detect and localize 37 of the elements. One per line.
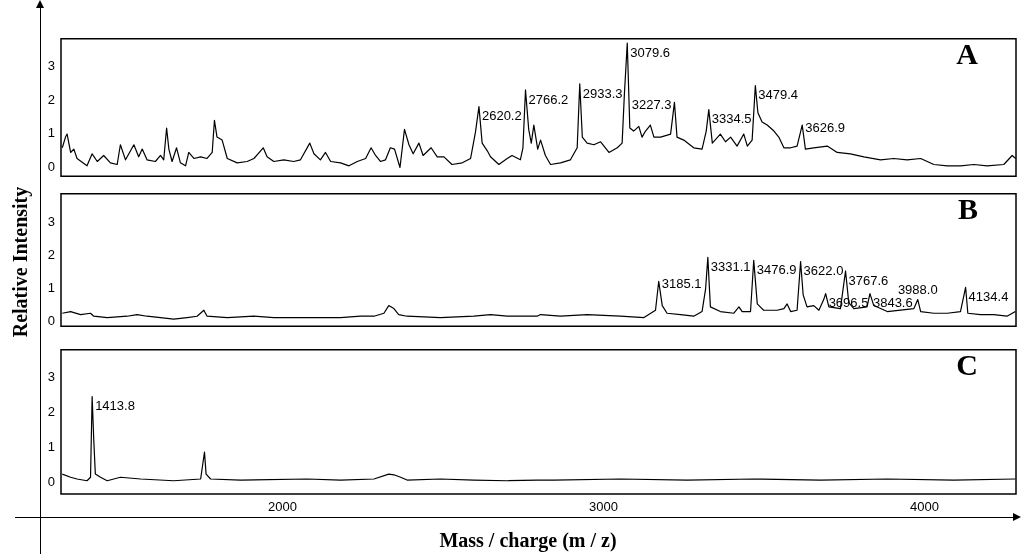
annotation: 3988.0 — [897, 282, 938, 298]
annotation: 1413.8 — [95, 398, 135, 414]
x-tick-label: 3000 — [589, 499, 618, 515]
chart-title: C — [956, 347, 978, 381]
annotation: 2620.2 — [481, 108, 522, 124]
y-tick-label: 2 — [47, 404, 55, 420]
annotation: 3479.4 — [758, 87, 799, 103]
y-tick-label: 3 — [47, 58, 55, 74]
y-tick-label: 1 — [47, 439, 55, 455]
x-tick-label: 2000 — [268, 499, 297, 515]
y-tick-label: 0 — [47, 313, 55, 329]
annotation: 3843.6 — [872, 295, 913, 311]
y-tick-label: 0 — [47, 158, 55, 174]
annotation: 3622.0 — [803, 263, 844, 279]
y-tick-label: 2 — [47, 246, 55, 262]
y-tick-label: 3 — [47, 213, 55, 229]
y-tick-label: 0 — [47, 474, 55, 490]
y-axis-title: Relative Intensity — [8, 186, 32, 338]
x-tick-label: 4000 — [910, 499, 939, 515]
annotation: 4134.4 — [968, 288, 1009, 304]
annotation: 2933.3 — [582, 85, 623, 101]
y-tick-label: 3 — [47, 369, 55, 385]
annotation: 3185.1 — [661, 275, 702, 291]
chart-title: A — [956, 36, 979, 70]
annotation: 2766.2 — [528, 91, 569, 107]
annotation: 3331.1 — [710, 258, 751, 274]
x-axis-title: Mass / charge (m / z) — [439, 528, 617, 552]
annotation: 3476.9 — [756, 261, 797, 277]
chart-title: B — [957, 191, 978, 225]
y-tick-label: 1 — [47, 125, 55, 141]
annotation: 3334.5 — [711, 111, 752, 127]
annotation: 3079.6 — [630, 44, 671, 60]
annotation: 3626.9 — [805, 119, 845, 135]
y-tick-label: 1 — [47, 280, 55, 296]
y-tick-label: 2 — [47, 91, 55, 107]
annotation: 3227.3 — [631, 96, 672, 112]
annotation: 3767.6 — [848, 272, 889, 288]
